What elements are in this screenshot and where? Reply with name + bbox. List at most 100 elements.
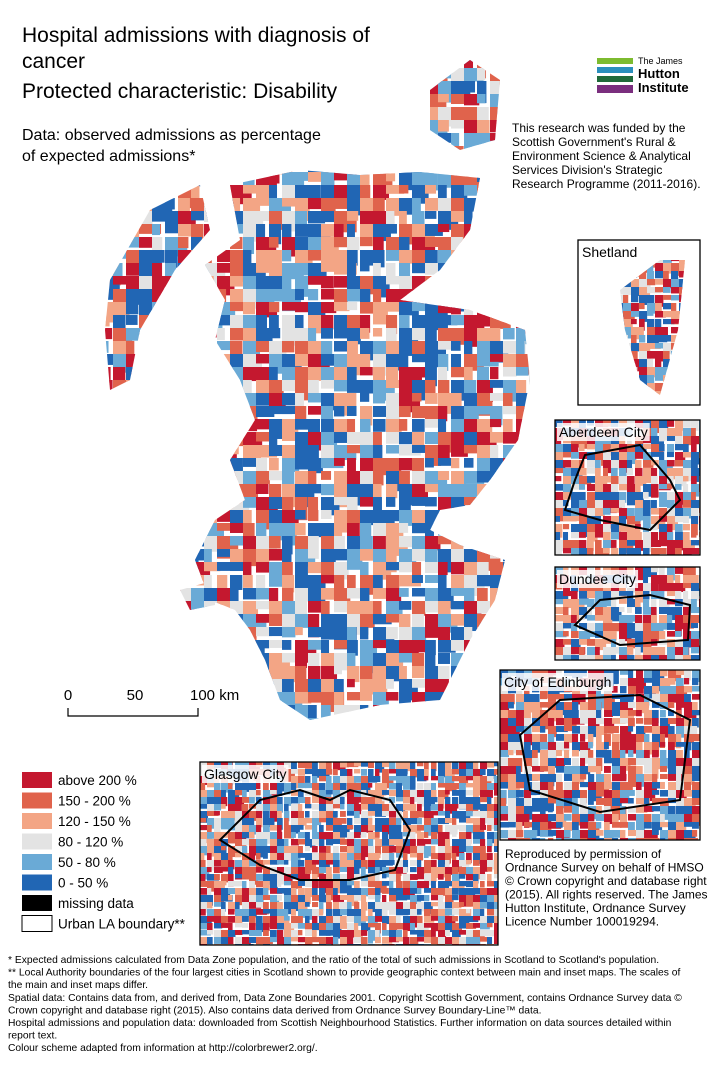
zone bbox=[452, 846, 465, 857]
zone bbox=[291, 832, 296, 838]
zone bbox=[647, 271, 655, 283]
zone bbox=[445, 867, 453, 875]
zone bbox=[490, 250, 508, 271]
zone bbox=[139, 419, 162, 442]
zone bbox=[382, 811, 392, 817]
zone bbox=[249, 867, 257, 879]
zone bbox=[410, 804, 417, 815]
zone bbox=[516, 627, 530, 650]
zone bbox=[165, 445, 187, 461]
zone bbox=[477, 705, 488, 720]
zone bbox=[424, 769, 429, 777]
zone bbox=[676, 822, 687, 831]
zone bbox=[126, 341, 135, 359]
zone bbox=[627, 444, 637, 453]
zone bbox=[588, 734, 594, 747]
zone bbox=[503, 250, 515, 267]
zone bbox=[556, 734, 569, 741]
zone bbox=[347, 406, 357, 417]
zone bbox=[438, 445, 450, 462]
zone bbox=[284, 818, 289, 826]
zone bbox=[214, 888, 223, 896]
zone bbox=[684, 814, 692, 823]
zone bbox=[243, 510, 252, 524]
zone bbox=[494, 762, 498, 767]
zone bbox=[382, 888, 389, 894]
zone bbox=[375, 888, 381, 899]
zone bbox=[228, 874, 234, 887]
zone bbox=[308, 276, 330, 285]
zone bbox=[139, 107, 149, 116]
zone bbox=[242, 902, 254, 914]
zone bbox=[113, 367, 126, 382]
zone bbox=[113, 640, 128, 653]
zone bbox=[683, 516, 690, 524]
zone bbox=[382, 923, 387, 933]
zone bbox=[269, 432, 278, 449]
zone bbox=[620, 734, 632, 745]
zone bbox=[305, 916, 310, 924]
zone bbox=[282, 718, 298, 720]
zone bbox=[516, 838, 530, 840]
zone bbox=[671, 260, 680, 262]
zone bbox=[529, 536, 530, 551]
zone bbox=[396, 762, 408, 774]
zone bbox=[572, 830, 586, 840]
zone bbox=[191, 250, 203, 273]
zone bbox=[368, 853, 380, 861]
zone bbox=[263, 804, 274, 811]
zone bbox=[200, 923, 210, 930]
zone bbox=[165, 640, 182, 650]
zone bbox=[595, 647, 600, 660]
zone bbox=[516, 702, 526, 717]
zone bbox=[445, 762, 452, 770]
zone bbox=[595, 484, 608, 493]
zone bbox=[200, 811, 209, 823]
zone bbox=[217, 224, 228, 237]
zone bbox=[207, 825, 212, 833]
zone bbox=[466, 930, 475, 939]
zone bbox=[326, 937, 339, 945]
zone bbox=[490, 601, 513, 619]
legend-swatch bbox=[21, 915, 53, 932]
zone bbox=[683, 607, 691, 618]
zone bbox=[360, 94, 382, 115]
zone bbox=[178, 393, 188, 409]
zone bbox=[623, 335, 628, 346]
zone bbox=[451, 237, 463, 251]
zone bbox=[663, 319, 675, 325]
zone bbox=[298, 825, 304, 830]
zone bbox=[200, 790, 213, 801]
zone bbox=[360, 133, 379, 143]
zone bbox=[412, 198, 421, 219]
zone bbox=[620, 718, 629, 724]
zone bbox=[532, 774, 544, 781]
zone bbox=[347, 146, 355, 160]
zone bbox=[425, 250, 438, 266]
zone bbox=[243, 653, 253, 670]
zone bbox=[326, 853, 334, 863]
zone bbox=[105, 471, 122, 494]
zone bbox=[178, 679, 190, 689]
zone bbox=[579, 631, 591, 641]
scale-line bbox=[67, 708, 199, 717]
zone bbox=[319, 804, 330, 811]
zone bbox=[438, 575, 447, 598]
zone bbox=[334, 107, 353, 120]
zone bbox=[270, 930, 277, 940]
zone bbox=[529, 406, 530, 423]
zone bbox=[334, 120, 354, 136]
zone bbox=[326, 895, 332, 906]
zone bbox=[321, 146, 336, 156]
zone bbox=[564, 750, 570, 761]
zone bbox=[494, 888, 498, 894]
zone bbox=[508, 798, 520, 809]
zone bbox=[477, 224, 498, 235]
zone bbox=[417, 846, 426, 855]
zone bbox=[230, 666, 243, 684]
zone bbox=[403, 930, 408, 940]
zone bbox=[284, 867, 296, 879]
zone bbox=[487, 909, 498, 916]
zone bbox=[165, 60, 184, 74]
zone bbox=[217, 406, 226, 425]
